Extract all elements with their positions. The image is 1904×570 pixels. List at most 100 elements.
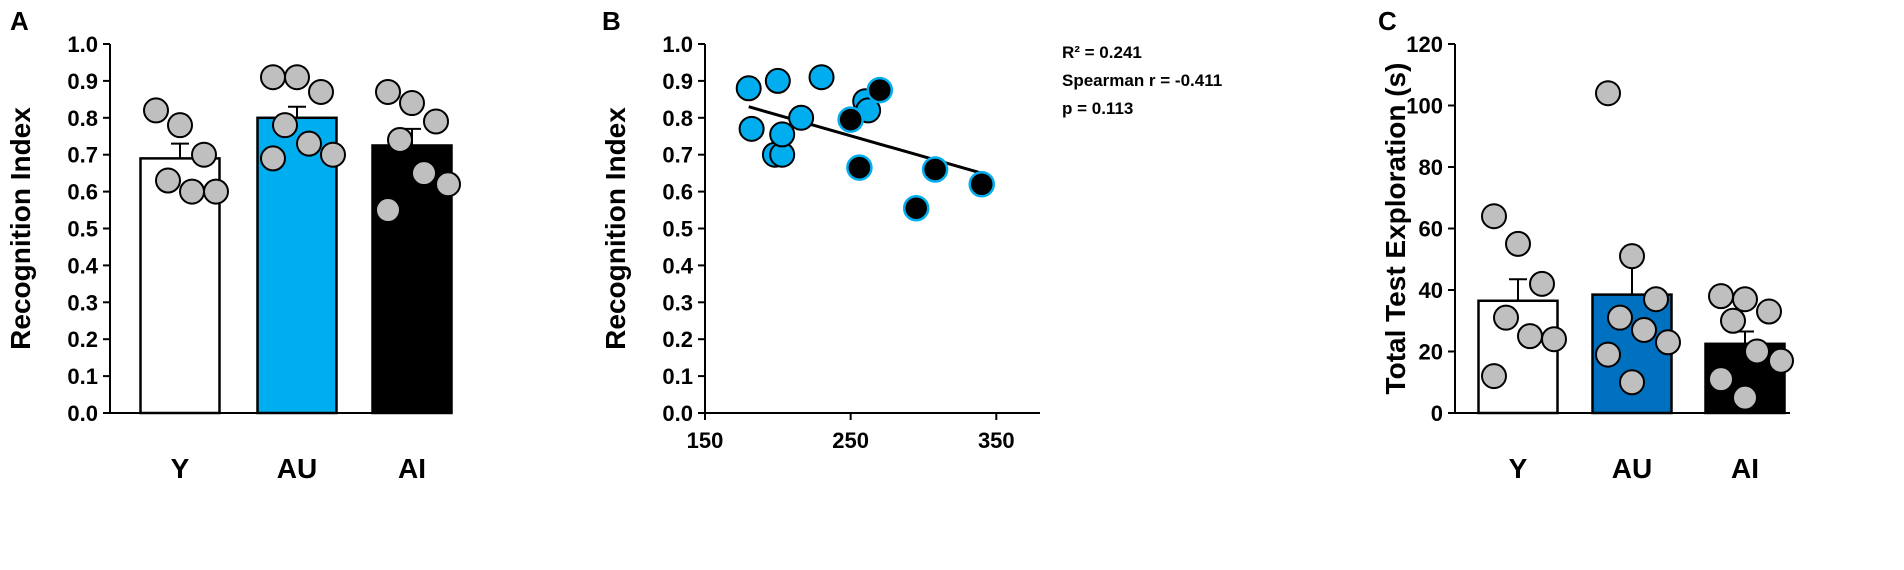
category-label: AI xyxy=(1731,453,1759,484)
data-point xyxy=(260,64,286,91)
data-point-au xyxy=(769,121,796,148)
y-tick-label: 0.2 xyxy=(662,327,693,352)
data-point xyxy=(1481,203,1507,230)
data-point xyxy=(375,78,401,105)
data-point xyxy=(423,108,449,135)
data-point-ai xyxy=(846,154,873,181)
data-point-au xyxy=(764,67,791,94)
data-point xyxy=(1756,298,1782,325)
stat-annotation: R² = 0.241 xyxy=(1062,43,1142,62)
data-point xyxy=(1744,338,1770,365)
data-point xyxy=(1732,286,1758,313)
y-axis-label: Recognition Index xyxy=(5,107,36,350)
y-tick-label: 100 xyxy=(1406,94,1443,119)
data-point xyxy=(143,97,169,124)
data-point xyxy=(155,167,181,194)
y-tick-label: 0 xyxy=(1431,401,1443,426)
data-point xyxy=(387,126,413,153)
data-point xyxy=(1529,270,1555,297)
category-label: AU xyxy=(277,453,317,484)
y-tick-label: 0.8 xyxy=(662,106,693,131)
data-point xyxy=(1541,326,1567,353)
y-tick-label: 0.6 xyxy=(67,180,98,205)
y-tick-label: 120 xyxy=(1406,32,1443,57)
y-tick-label: 0.6 xyxy=(662,180,693,205)
category-label: Y xyxy=(1509,453,1528,484)
data-point xyxy=(308,78,334,105)
y-axis-label: Recognition Index xyxy=(600,107,631,350)
data-point xyxy=(1732,384,1758,411)
y-tick-label: 0.1 xyxy=(67,364,98,389)
bar-y xyxy=(139,157,221,415)
data-point xyxy=(1619,243,1645,270)
data-point xyxy=(1643,286,1669,313)
data-point xyxy=(1631,316,1657,343)
data-point xyxy=(1720,307,1746,334)
data-point-ai xyxy=(837,106,864,133)
data-point xyxy=(296,130,322,157)
y-tick-label: 0.7 xyxy=(67,143,98,168)
y-tick-label: 0.3 xyxy=(67,290,98,315)
panel-b: B Recognition Index 0.0 0.1 0.2 0.3 0.4 0.5 0.6 0… xyxy=(600,6,1222,453)
y-tick-label: 0.9 xyxy=(67,69,98,94)
data-point xyxy=(1708,366,1734,393)
y-tick-label: 0.7 xyxy=(662,143,693,168)
y-tick-label: 0.2 xyxy=(67,327,98,352)
data-point-au xyxy=(788,104,815,131)
data-point-au xyxy=(808,64,835,91)
data-point xyxy=(435,171,461,198)
y-tick-label: 80 xyxy=(1419,155,1443,180)
data-point-ai xyxy=(968,170,995,198)
panel-a: A Recognition Index 0.0 0.1 0.2 0.3 0.4 0.5 0.6 0… xyxy=(5,6,461,484)
data-point xyxy=(1768,347,1794,374)
y-tick-label: 0.1 xyxy=(662,364,693,389)
stat-annotation: Spearman r = -0.411 xyxy=(1062,71,1222,90)
y-tick-label: 40 xyxy=(1419,278,1443,303)
data-point xyxy=(1481,363,1507,390)
panel-letter: C xyxy=(1378,6,1397,36)
y-tick-label: 0.4 xyxy=(662,253,693,278)
y-tick-label: 20 xyxy=(1419,340,1443,365)
y-tick-label: 0.9 xyxy=(662,69,693,94)
y-tick-label: 1.0 xyxy=(662,32,693,57)
y-axis-label: Total Test Exploration (s) xyxy=(1380,63,1411,395)
data-point xyxy=(320,141,346,168)
stat-annotation: p = 0.113 xyxy=(1062,99,1133,118)
x-tick-label: 150 xyxy=(687,428,724,453)
data-point xyxy=(1493,304,1519,331)
data-point xyxy=(1595,341,1621,368)
data-point-au xyxy=(735,75,762,102)
data-point xyxy=(1655,329,1681,356)
data-point xyxy=(1505,230,1531,257)
data-point xyxy=(411,160,437,187)
panel-c: C Total Test Exploration (s) 0 20 40 60 80 100 1… xyxy=(1378,6,1794,484)
data-point-ai xyxy=(866,76,894,104)
category-label: Y xyxy=(171,453,190,484)
data-point xyxy=(284,64,310,91)
data-point xyxy=(191,141,217,168)
data-point xyxy=(1619,369,1645,396)
x-tick-label: 350 xyxy=(978,428,1015,453)
y-tick-label: 0.0 xyxy=(67,401,98,426)
data-point xyxy=(399,90,425,117)
data-point xyxy=(203,178,229,205)
y-tick-label: 0.5 xyxy=(67,217,98,242)
y-tick-label: 60 xyxy=(1419,217,1443,242)
category-label: AU xyxy=(1612,453,1652,484)
data-point-ai xyxy=(921,156,949,183)
data-point xyxy=(1517,323,1543,350)
data-point xyxy=(167,112,193,139)
y-tick-label: 0.8 xyxy=(67,106,98,131)
data-point-ai xyxy=(902,194,930,222)
y-tick-label: 0.4 xyxy=(67,253,98,278)
x-tick-label: 250 xyxy=(832,428,869,453)
y-tick-label: 1.0 xyxy=(67,32,98,57)
data-point-au xyxy=(738,115,765,142)
data-point xyxy=(1595,80,1621,107)
y-tick-label: 0.5 xyxy=(662,217,693,242)
data-point xyxy=(375,197,401,224)
data-point xyxy=(179,178,205,205)
data-point xyxy=(1607,304,1633,331)
category-label: AI xyxy=(398,453,426,484)
